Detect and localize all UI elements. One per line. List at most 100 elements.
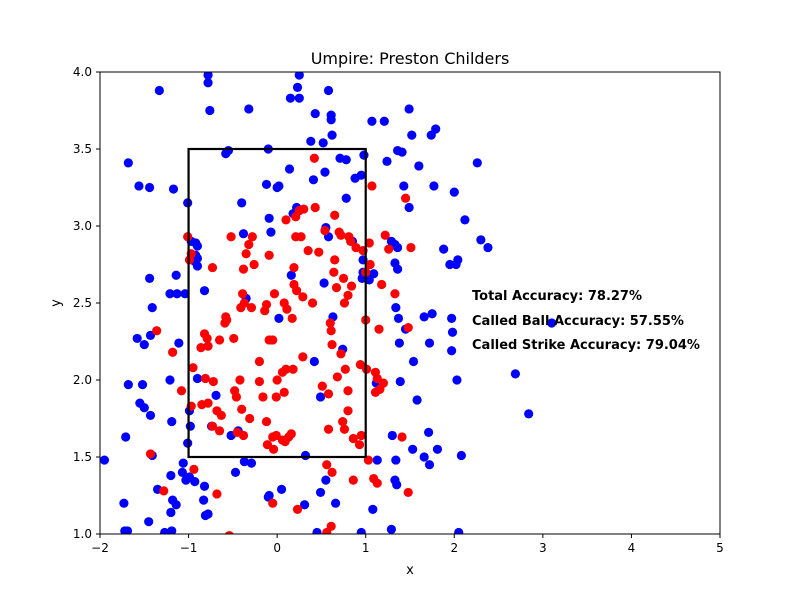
x-axis: −2 −1 0 1 2 3 4 5 xyxy=(91,534,724,555)
scatter-point xyxy=(323,424,334,434)
scatter-point xyxy=(122,526,133,534)
scatter-point xyxy=(370,387,381,397)
scatter-point xyxy=(237,404,247,414)
scatter-point xyxy=(387,430,397,441)
scatter-point xyxy=(144,517,154,527)
scatter-point xyxy=(199,481,210,491)
scatter-point xyxy=(166,507,176,518)
scatter-point xyxy=(380,230,390,240)
scatter-point xyxy=(264,213,274,223)
scatter-point xyxy=(429,181,439,191)
scatter-point xyxy=(235,375,245,385)
scatter-point xyxy=(393,242,403,253)
scatter-point xyxy=(307,298,318,308)
scatter-point xyxy=(510,369,520,379)
scatter-point xyxy=(276,484,287,494)
scatter-point xyxy=(336,349,346,359)
scatter-point xyxy=(303,246,313,256)
scatter-point xyxy=(414,161,424,171)
scatter-point xyxy=(294,93,304,103)
x-axis-label: x xyxy=(406,563,414,578)
chart-title: Umpire: Preston Childers xyxy=(311,49,510,68)
scatter-point xyxy=(365,259,375,270)
scatter-point xyxy=(216,410,226,421)
scatter-point xyxy=(262,440,272,450)
scatter-point xyxy=(348,433,358,444)
scatter-point xyxy=(472,158,482,168)
scatter-point xyxy=(300,500,310,510)
scatter-point xyxy=(406,242,416,253)
scatter-point xyxy=(326,326,336,336)
scatter-point xyxy=(261,179,272,190)
scatter-point xyxy=(403,487,413,498)
scatter-point xyxy=(296,232,306,242)
scatter-point xyxy=(180,289,190,299)
scatter-point xyxy=(292,504,303,514)
x-tick-label: 2 xyxy=(450,541,458,555)
scatter-point xyxy=(214,335,225,345)
y-axis: 1.0 1.5 2.0 2.5 3.0 3.5 4.0 xyxy=(73,65,100,541)
scatter-point xyxy=(226,232,236,242)
scatter-point xyxy=(277,367,288,377)
scatter-point xyxy=(203,341,213,351)
scatter-point xyxy=(289,262,299,273)
scatter-point xyxy=(288,364,298,374)
scatter-point xyxy=(300,450,311,461)
scatter-point xyxy=(354,440,365,450)
scatter-point xyxy=(412,395,422,405)
scatter-point xyxy=(379,116,389,126)
scatter-point xyxy=(346,236,356,246)
scatter-point xyxy=(196,343,206,353)
scatter-point xyxy=(246,458,257,468)
scatter-point xyxy=(166,470,176,481)
scatter-point xyxy=(137,380,148,390)
scatter-point xyxy=(119,498,129,508)
plot-area xyxy=(100,72,557,534)
scatter-point xyxy=(404,202,414,213)
scatter-point xyxy=(268,432,278,442)
y-axis-label: y xyxy=(49,299,64,307)
scatter-point xyxy=(171,500,181,510)
scatter-point xyxy=(188,363,198,373)
scatter-point xyxy=(165,375,175,385)
scatter-point xyxy=(134,181,144,191)
scatter-point xyxy=(207,262,218,273)
scatter-point xyxy=(241,249,251,259)
scatter-point xyxy=(372,478,382,488)
scatter-point xyxy=(298,352,308,362)
y-tick-label: 3.5 xyxy=(73,142,92,156)
scatter-point xyxy=(132,333,142,344)
scatter-point xyxy=(309,356,319,367)
scatter-point xyxy=(424,338,435,348)
scatter-point xyxy=(321,475,331,485)
scatter-point xyxy=(364,275,374,285)
scatter-point xyxy=(222,315,232,325)
scatter-point xyxy=(323,389,334,399)
scatter-point xyxy=(264,250,274,260)
scatter-point xyxy=(432,444,443,454)
scatter-point xyxy=(212,489,222,499)
scatter-point xyxy=(123,158,133,168)
scatter-point xyxy=(338,273,349,283)
scatter-point xyxy=(403,323,413,333)
scatter-point xyxy=(260,306,270,316)
scatter-point xyxy=(154,85,164,96)
scatter-point xyxy=(192,261,203,271)
scatter-point xyxy=(322,527,332,534)
scatter-point xyxy=(476,235,486,245)
y-tick-label: 1.0 xyxy=(73,527,92,541)
scatter-point xyxy=(200,373,210,384)
scatter-point xyxy=(274,313,284,323)
scatter-point xyxy=(280,437,290,447)
scatter-point xyxy=(320,167,330,177)
scatter-point xyxy=(310,202,320,213)
scatter-point xyxy=(249,259,259,270)
scatter-point xyxy=(286,270,296,280)
scatter-point xyxy=(329,267,339,277)
scatter-point xyxy=(407,130,417,140)
scatter-point xyxy=(139,403,149,413)
x-tick-label: −2 xyxy=(91,541,109,555)
scatter-point xyxy=(189,464,199,474)
scatter-point xyxy=(384,244,394,254)
